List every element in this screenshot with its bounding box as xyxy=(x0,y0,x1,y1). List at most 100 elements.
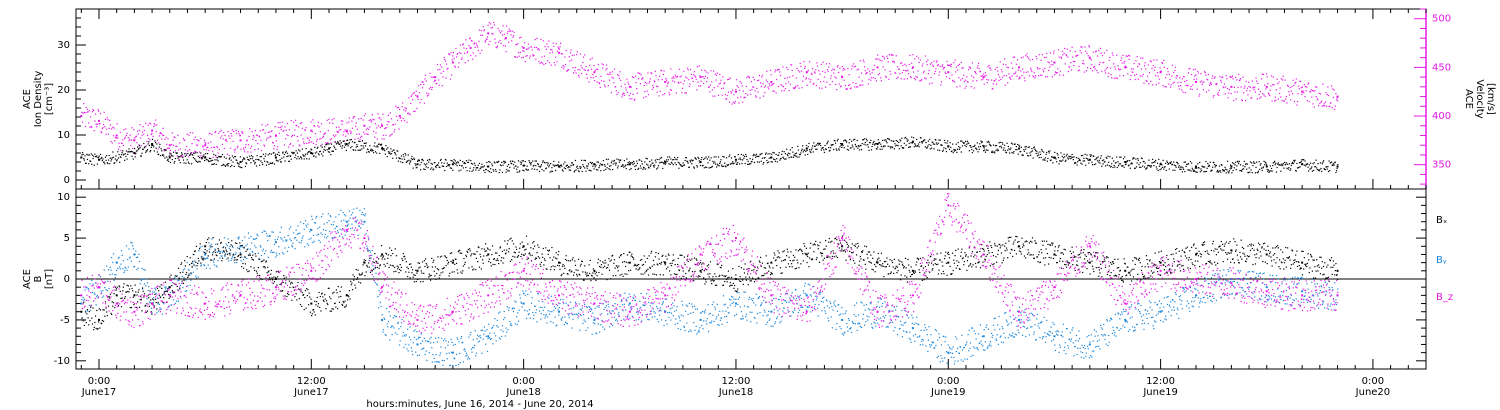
by-series-sample xyxy=(156,297,159,299)
density-series-sample xyxy=(863,143,865,145)
velocity-series-sample xyxy=(256,134,258,136)
by-series-sample xyxy=(104,281,107,283)
density-series-sample xyxy=(801,148,803,150)
density-series-sample xyxy=(1079,159,1081,162)
velocity-series-sample xyxy=(1162,85,1164,87)
density-series-sample xyxy=(1135,158,1137,160)
velocity-series-sample xyxy=(309,141,311,143)
velocity-series-sample xyxy=(546,60,549,62)
density-series-sample xyxy=(1188,169,1190,171)
density-series-sample xyxy=(565,165,567,167)
density-series-sample xyxy=(385,144,387,147)
velocity-series-sample xyxy=(311,131,313,133)
x-tick-day-label: June17 xyxy=(293,387,329,398)
density-series-sample xyxy=(519,161,521,163)
density-series-sample xyxy=(529,162,531,164)
by-series-sample xyxy=(137,256,139,258)
density-series-sample xyxy=(1210,169,1213,171)
density-series-sample xyxy=(470,162,473,165)
by-series-sample xyxy=(332,224,334,226)
velocity-series-sample xyxy=(184,149,186,151)
velocity-series-sample xyxy=(729,101,731,103)
density-series-sample xyxy=(909,146,911,148)
density-series-sample xyxy=(1039,153,1042,155)
density-series-sample xyxy=(991,150,993,152)
by-series-sample xyxy=(114,273,116,276)
density-series-sample xyxy=(1148,159,1150,161)
velocity-series-sample xyxy=(1257,88,1260,90)
velocity-series-sample xyxy=(1000,78,1002,80)
velocity-series-sample xyxy=(1218,89,1221,91)
density-series-sample xyxy=(388,152,390,155)
density-series-sample xyxy=(1226,160,1229,162)
density-series-sample xyxy=(504,160,506,163)
velocity-series-sample xyxy=(193,138,195,141)
velocity-series-sample xyxy=(250,151,252,153)
by-series-sample xyxy=(198,250,200,252)
velocity-series-sample xyxy=(1246,87,1248,89)
velocity-series-sample xyxy=(472,52,474,54)
by-series-sample xyxy=(174,277,176,279)
velocity-series-sample xyxy=(910,76,912,79)
velocity-series-sample xyxy=(1046,76,1048,78)
velocity-series-sample xyxy=(1143,82,1145,84)
density-series-sample xyxy=(1134,167,1136,169)
velocity-series-sample xyxy=(552,42,554,44)
density-series-sample xyxy=(994,152,996,154)
velocity-series-sample xyxy=(905,65,907,67)
density-series-sample xyxy=(88,163,90,165)
velocity-series-sample xyxy=(934,73,936,75)
density-series-sample xyxy=(935,139,937,141)
density-series-sample xyxy=(653,166,655,168)
density-series-sample xyxy=(769,157,772,159)
velocity-series-sample xyxy=(1182,91,1184,93)
velocity-series-sample xyxy=(625,89,627,91)
velocity-series-point xyxy=(416,95,419,98)
by-series-sample xyxy=(257,252,259,254)
velocity-series-sample xyxy=(1287,84,1289,87)
density-series-sample xyxy=(695,157,697,160)
density-series-sample xyxy=(694,157,696,159)
by-series-sample xyxy=(106,289,108,292)
density-series-sample xyxy=(112,151,114,153)
density-series-sample xyxy=(329,151,331,153)
velocity-series-sample xyxy=(975,73,977,75)
velocity-series-sample xyxy=(1082,60,1084,62)
density-series-sample xyxy=(1109,156,1111,158)
velocity-series-sample xyxy=(1332,88,1334,90)
velocity-series-sample xyxy=(1186,84,1188,87)
density-series-sample xyxy=(1241,168,1244,170)
velocity-series-sample xyxy=(290,120,292,122)
velocity-series-sample xyxy=(238,133,240,135)
velocity-series-sample xyxy=(766,81,769,83)
velocity-series-sample xyxy=(1220,79,1222,82)
by-series-sample xyxy=(125,245,128,247)
density-series-point xyxy=(1124,161,1127,163)
velocity-series-sample xyxy=(1302,90,1304,92)
velocity-series-sample xyxy=(1303,92,1305,94)
density-series-sample xyxy=(249,158,251,160)
density-series-sample xyxy=(686,160,688,162)
density-series-sample xyxy=(1261,167,1263,169)
velocity-series-sample xyxy=(912,54,914,56)
velocity-series-sample xyxy=(88,122,90,124)
density-series-sample xyxy=(256,154,258,157)
density-series-sample xyxy=(115,155,117,157)
density-series-sample xyxy=(930,144,932,146)
density-series-sample xyxy=(882,139,884,142)
density-series-sample xyxy=(114,158,116,160)
velocity-series-sample xyxy=(969,67,972,69)
density-series-sample xyxy=(720,159,722,161)
by-series-sample xyxy=(201,245,203,247)
velocity-series-sample xyxy=(263,144,265,146)
velocity-series-sample xyxy=(664,93,666,95)
velocity-series-sample xyxy=(1130,68,1133,70)
density-series-sample xyxy=(576,165,578,167)
density-series-sample xyxy=(1089,154,1091,156)
velocity-series-sample xyxy=(1095,51,1097,53)
density-series-sample xyxy=(394,152,396,154)
density-series-sample xyxy=(937,142,939,144)
density-series-sample xyxy=(1200,168,1202,170)
velocity-series-sample xyxy=(822,61,824,63)
